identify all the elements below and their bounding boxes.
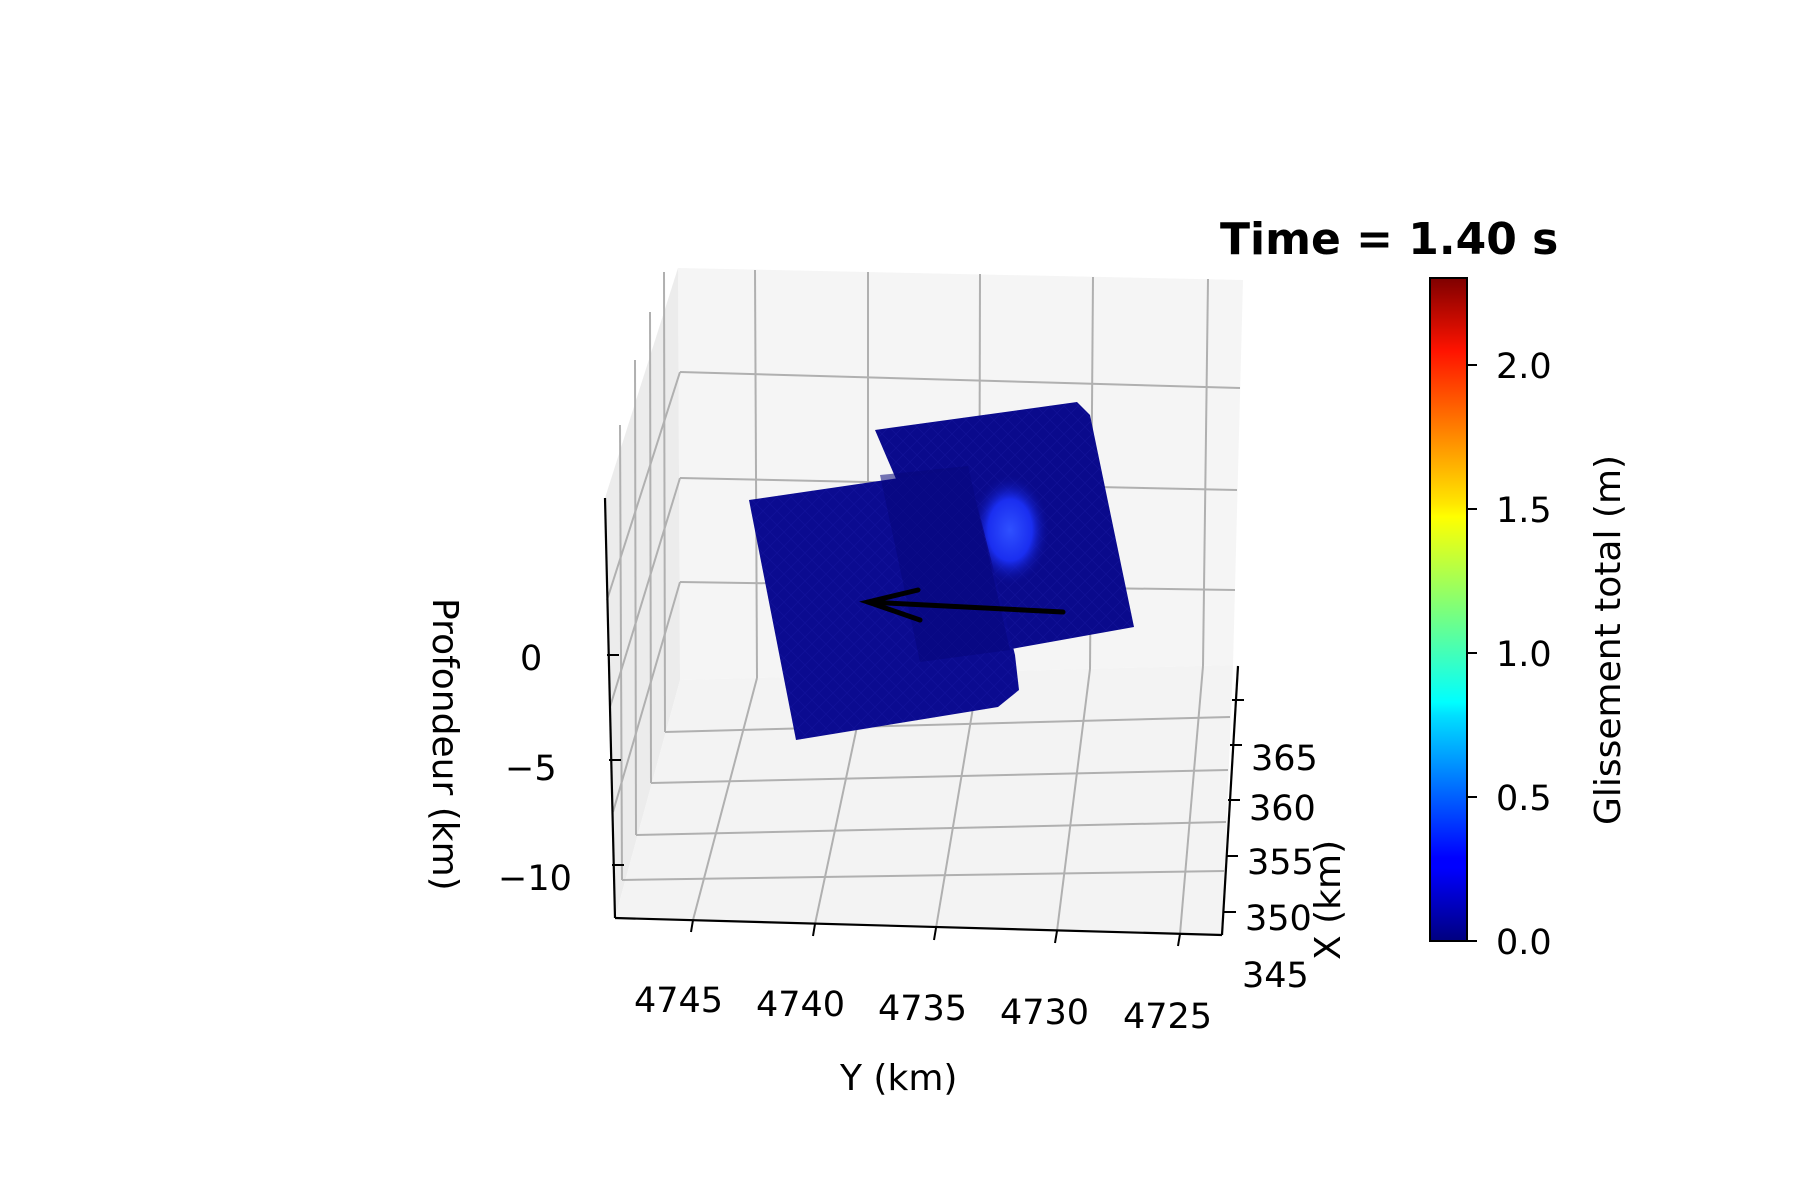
arrow-shaft (865, 599, 1066, 615)
grid-line (612, 581, 681, 813)
grid-line (619, 424, 623, 881)
x-axis-label: X (km) (1308, 840, 1349, 960)
tick-mark (1177, 933, 1181, 947)
colorbar-ticks (1467, 364, 1477, 942)
y-tick-label: 4745 (634, 981, 723, 1021)
y-axis-line (614, 916, 1223, 937)
colorbar: 0.0 0.5 1.0 1.5 2.0 Glissement total (m) (1429, 277, 1629, 963)
grid-line (754, 269, 758, 679)
grid-line (606, 371, 681, 601)
arrow-head (859, 587, 923, 623)
grid-line (649, 311, 652, 784)
grid-line (650, 769, 1229, 784)
y-ticks (690, 919, 1181, 947)
y-tick-label: 4735 (878, 989, 967, 1029)
grid-line (1056, 668, 1091, 932)
colorbar-tick-label: 2.0 (1496, 347, 1552, 387)
colorbar-gradient (1429, 277, 1468, 942)
colorbar-tick-label: 1.0 (1496, 635, 1552, 675)
colorbar-tick-label: 1.5 (1496, 491, 1552, 531)
y-tick-label: 4740 (756, 985, 845, 1025)
grid-lines (606, 269, 1241, 935)
tick-mark (690, 919, 694, 933)
grid-line (635, 821, 1227, 836)
colorbar-tick-label: 0.5 (1496, 779, 1552, 819)
x-tick-label: 345 (1242, 956, 1309, 996)
x-tick-label: 365 (1251, 739, 1318, 779)
grid-line (664, 716, 1231, 733)
z-tick-label: −10 (498, 859, 572, 899)
x-ticks (1224, 699, 1244, 913)
z-tick-label: 0 (520, 639, 542, 679)
grid-line (679, 371, 1241, 389)
grid-line (663, 271, 666, 733)
z-axis-line (603, 497, 617, 919)
x-tick-label: 360 (1249, 789, 1316, 829)
tick-mark (1054, 930, 1058, 944)
colorbar-tick-label: 0.0 (1496, 923, 1552, 963)
chart-title: Time = 1.40 s (1220, 214, 1558, 265)
slip-arrow (859, 587, 1066, 623)
tick-mark (812, 923, 816, 937)
z-axis-label: Profondeur (km) (424, 598, 465, 891)
fault-overlap (880, 466, 1010, 662)
x-tick-label: 350 (1245, 899, 1312, 939)
grid-line (935, 671, 980, 929)
y-tick-label: 4730 (1000, 993, 1089, 1033)
y-axis-label: Y (km) (839, 1058, 957, 1099)
z-ticks (607, 654, 624, 866)
y-tick-label: 4725 (1123, 997, 1212, 1037)
grid-line (621, 870, 1225, 881)
grid-line (1202, 278, 1209, 667)
floor-pane (615, 665, 1233, 935)
z-tick-label: −5 (505, 749, 557, 789)
tick-mark (933, 927, 937, 941)
grid-line (1179, 665, 1204, 935)
x-tick-label: 355 (1247, 843, 1314, 883)
grid-line (634, 359, 637, 836)
colorbar-label: Glissement total (m) (1588, 455, 1629, 825)
